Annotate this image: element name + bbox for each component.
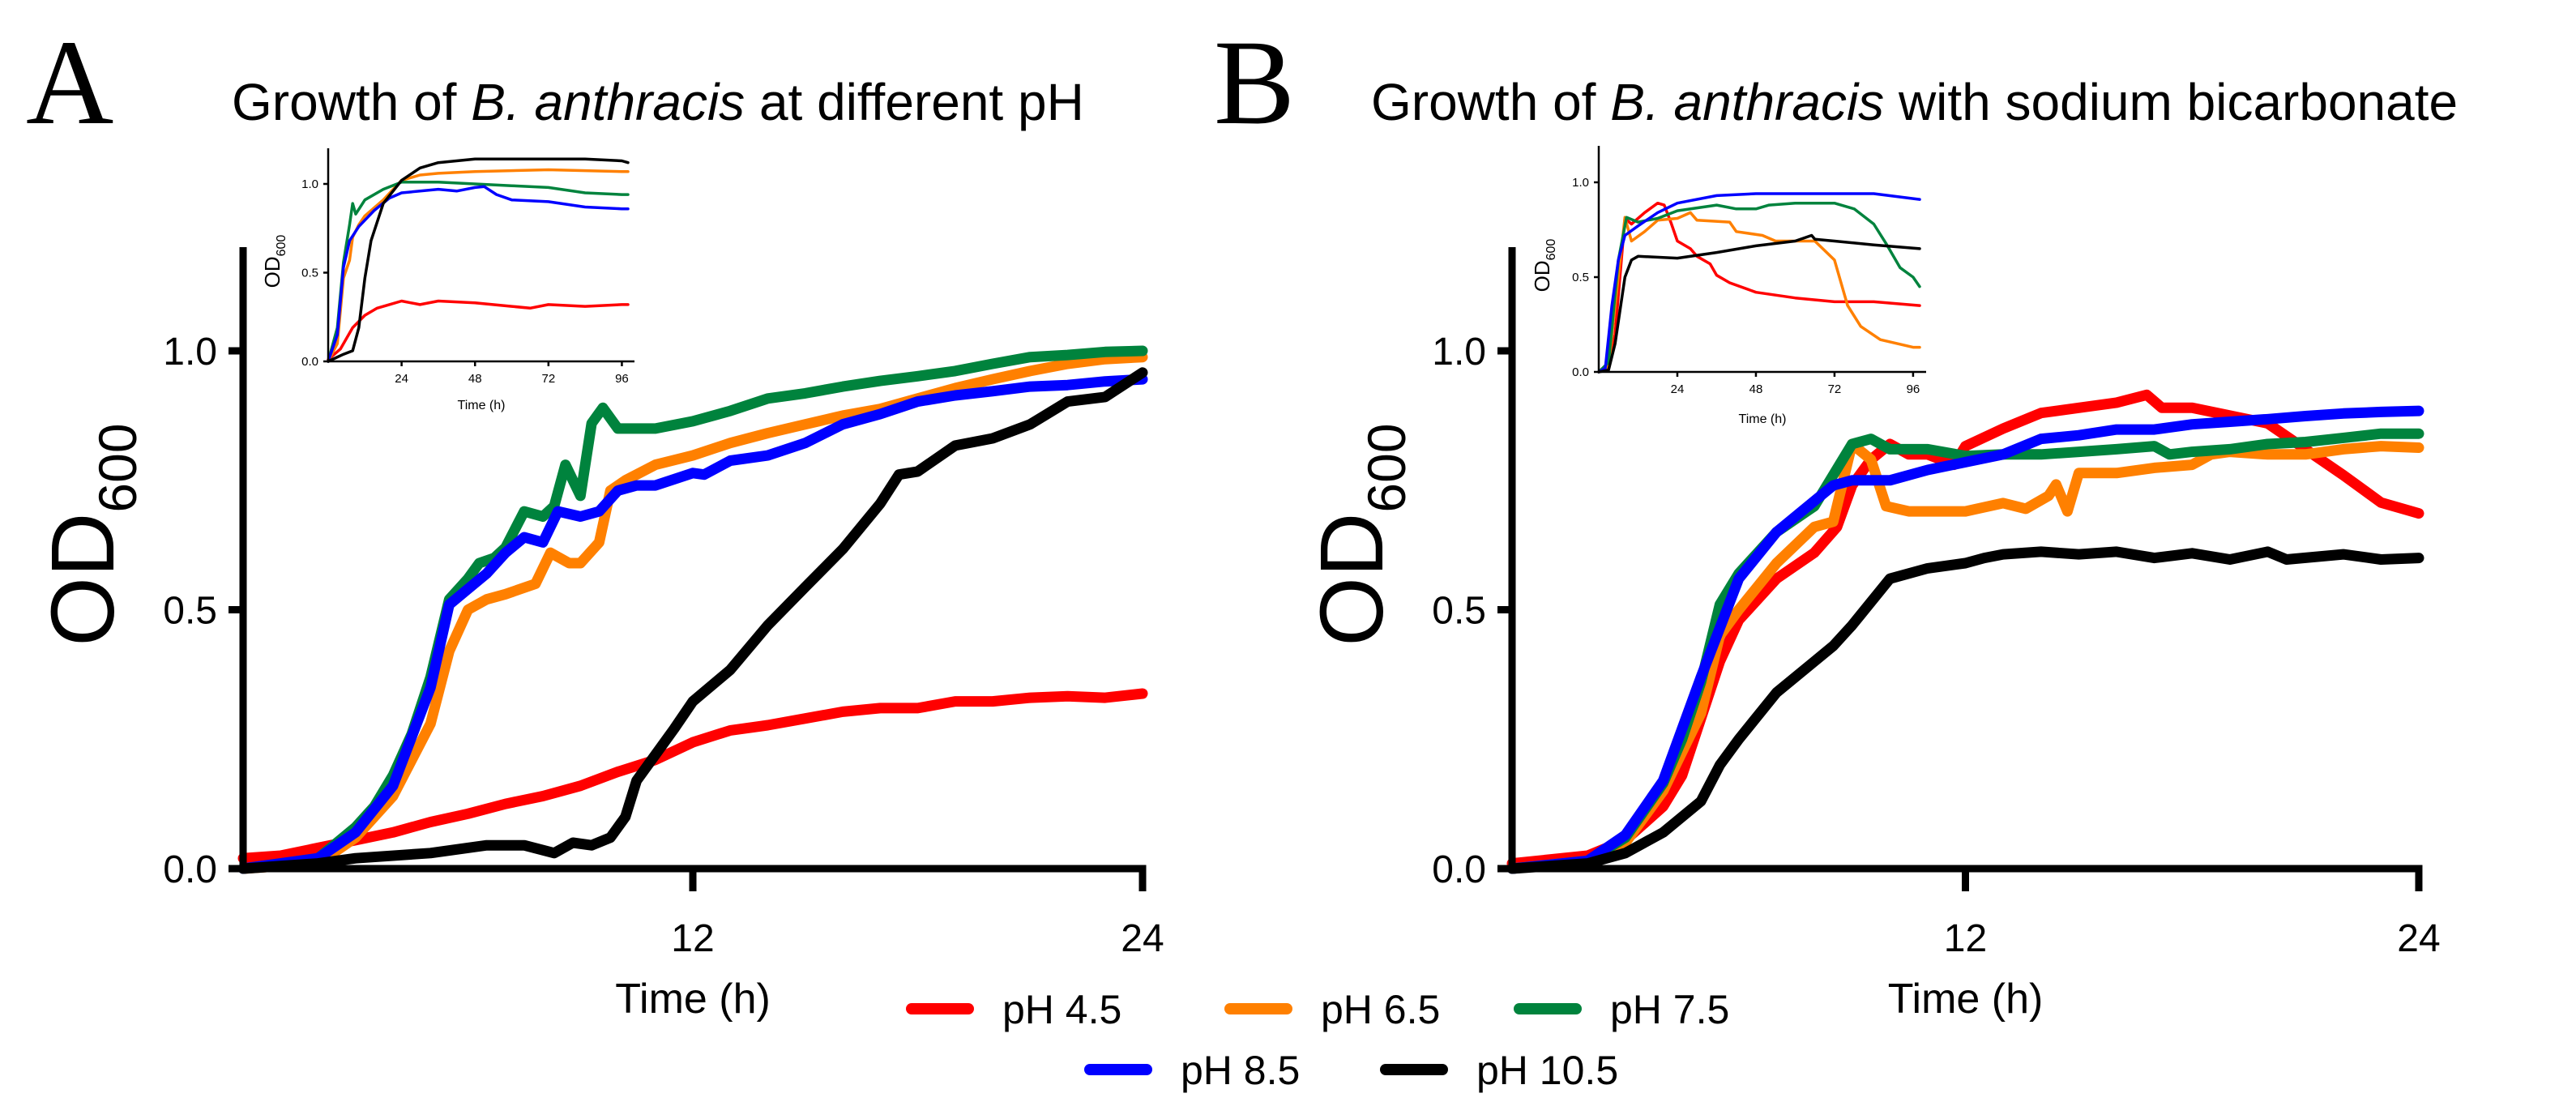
panel-b-inset-series-ph-6-5 [1597,211,1921,374]
panel-b-x-axis-title: Time (h) [1888,976,2044,1023]
legend-item-ph-4-5: pH 4.5 [906,987,1121,1032]
panel-b-y-tick-label: 0.0 [1432,848,1486,891]
panel-a-y-axis-title: OD600 [33,423,147,646]
panel-b-inset-x-tick-label: 24 [1671,382,1685,396]
panel-a-title: Growth of B. anthracis at different pH [232,73,1084,131]
panel-b-inset-y-tick-label: 0.5 [1572,271,1589,284]
panel-a-y-tick-label: 1.0 [163,331,217,374]
panel-b-title-species: B. anthracis [1610,73,1884,131]
panel-b-title-part-1: Growth of [1371,73,1610,131]
panel-b-inset-chart: 0.0 0.5 1.0 24 48 72 96 Time (h) OD600 [1530,146,1926,426]
panel-b-x-tick-label: 12 [1944,917,1987,960]
legend-label: pH 8.5 [1181,1048,1300,1093]
panel-a-inset-x-tick-label: 48 [468,372,482,386]
panel-a-x-tick-label: 12 [671,917,714,960]
panel-b-inset-y-axis-title-subscript: 600 [1544,239,1558,261]
legend-label: pH 10.5 [1476,1048,1618,1093]
legend-item-ph-7-5: pH 7.5 [1514,987,1729,1032]
panel-b-y-tick-label: 1.0 [1432,331,1486,374]
panel-a-inset-x-tick-label: 72 [541,372,555,386]
panel-b-inset-y-tick-label: 0.0 [1572,365,1589,379]
legend-label: pH 6.5 [1321,987,1440,1032]
panel-a-y-axis-title-subscript: 600 [88,423,147,512]
panel-a-inset-x-axis-title: Time (h) [458,399,506,412]
panel-a-inset-series-ph-4-5 [327,299,630,361]
panel-a-y-axis-title-main: OD [33,513,133,647]
panel-a-x-tick-label: 24 [1121,917,1164,960]
panel-a-title-species: B. anthracis [471,73,745,131]
panel-b-series-ph-10-5 [1506,546,2424,874]
panel-a-inset-y-tick-label: 0.5 [301,267,318,280]
panel-b-inset-y-axis-title-main: OD [1530,260,1554,292]
panel-a-inset-chart: 0.0 0.5 1.0 24 48 72 96 Time (h) OD600 [260,148,634,412]
panel-b-inset-x-axis-title: Time (h) [1739,412,1787,426]
legend: pH 4.5 pH 6.5 pH 7.5 pH 8.5 pH 10.5 [906,987,1729,1093]
panel-a-title-part-3: at different pH [745,73,1084,131]
panel-a-inset-x-tick-label: 24 [395,372,408,386]
panel-a-inset-series-ph-8-5 [327,185,630,363]
panel-a-inset-y-tick-label: 0.0 [301,355,318,369]
panel-letter-a: A [26,15,113,150]
panel-a-inset-y-axis-title-subscript: 600 [275,235,288,257]
legend-item-ph-6-5: pH 6.5 [1224,987,1440,1032]
panel-a-x-axis-title: Time (h) [615,976,771,1023]
panel-b-y-tick-label: 0.5 [1432,590,1486,633]
panel-a-inset-x-tick-label: 96 [615,372,629,386]
panel-a-inset-series-ph-7-5 [327,181,630,363]
panel-b-title: Growth of B. anthracis with sodium bicar… [1371,73,2458,131]
panel-b-title-part-3: with sodium bicarbonate [1884,73,2458,131]
panel-a-inset-y-axis-title-main: OD [260,256,284,288]
panel-b-x-tick-label: 24 [2397,917,2440,960]
panel-a-inset-y-axis-title: OD600 [260,235,288,288]
legend-label: pH 7.5 [1610,987,1729,1032]
panel-a-series-ph-10-5 [237,367,1148,874]
panel-b-y-axis-title-subscript: 600 [1356,423,1416,512]
panel-a-series-ph-8-5 [237,374,1148,874]
legend-item-ph-10-5: pH 10.5 [1380,1048,1618,1093]
panel-b-inset-series-ph-8-5 [1597,192,1921,374]
panel-b-inset-y-axis-title: OD600 [1530,239,1558,293]
panel-a-y-tick-label: 0.0 [163,848,217,891]
legend-item-ph-8-5: pH 8.5 [1084,1048,1300,1093]
panel-a-inset-y-tick-label: 1.0 [301,177,318,191]
panel-b-inset-x-tick-label: 96 [1907,382,1920,396]
panel-b-inset-x-tick-label: 48 [1749,382,1763,396]
legend-label: pH 4.5 [1002,987,1121,1032]
panel-b-series-ph-8-5 [1506,405,2424,874]
panel-b-y-axis-title-main: OD [1302,513,1402,647]
panel-a-series-ph-4-5 [237,688,1148,864]
panel-a-y-tick-label: 0.5 [163,590,217,633]
panel-b-inset-x-tick-label: 72 [1828,382,1842,396]
panel-b-y-axis-title: OD600 [1302,423,1416,646]
panel-a-title-part-1: Growth of [232,73,471,131]
panel-a-inset-series-ph-10-5 [327,157,630,363]
panel-a-inset-series-ph-6-5 [327,168,630,363]
panel-letter-b: B [1214,15,1295,150]
panel-b-inset-y-tick-label: 1.0 [1572,176,1589,190]
panel-b-inset-series-ph-10-5 [1597,233,1921,374]
